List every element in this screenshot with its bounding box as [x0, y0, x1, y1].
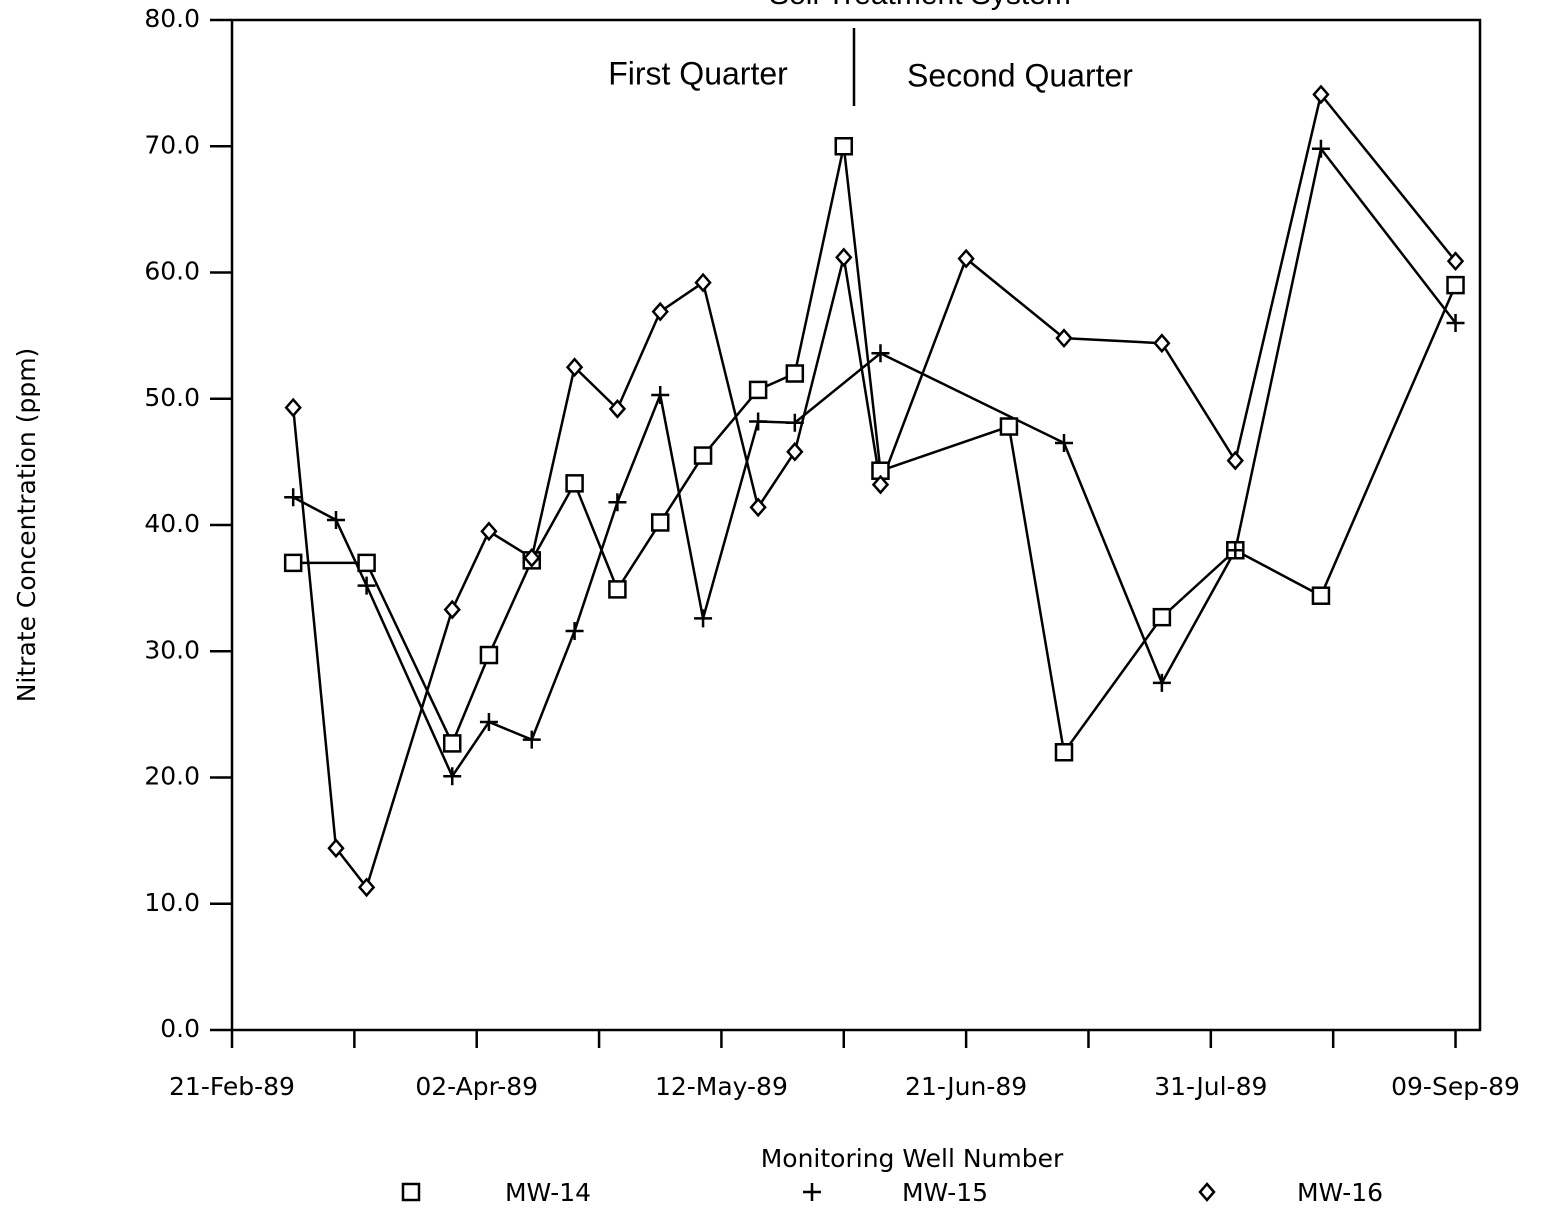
data-point [749, 497, 767, 518]
data-point [565, 474, 584, 493]
y-axis-label: Nitrate Concentration (ppm) [12, 348, 41, 703]
data-point [651, 385, 670, 404]
legend-marker [1198, 1182, 1216, 1202]
y-tick-label: 10.0 [144, 888, 200, 917]
x-tick-label: 21-Jun-89 [905, 1072, 1027, 1101]
data-point [693, 446, 713, 465]
data-point [694, 609, 713, 628]
annotation: First Quarter [608, 55, 788, 91]
y-tick-label: 40.0 [144, 509, 200, 538]
data-point [443, 767, 462, 786]
data-point [522, 730, 541, 749]
data-point [786, 441, 804, 462]
data-point [1226, 450, 1244, 471]
legend-label: MW-15 [902, 1178, 988, 1207]
x-tick-label: 31-Jul-89 [1154, 1072, 1267, 1101]
series-line [291, 91, 1457, 890]
data-point [748, 380, 768, 400]
data-point [608, 580, 627, 599]
data-point [284, 488, 303, 507]
data-point [357, 877, 376, 898]
data-point [871, 344, 890, 363]
data-point [608, 398, 627, 419]
data-point [565, 357, 584, 378]
data-point [1153, 333, 1171, 354]
data-point [1446, 251, 1465, 272]
data-point [871, 474, 890, 495]
legend-label: MW-16 [1297, 1178, 1383, 1207]
legend-marker [803, 1183, 821, 1201]
data-point [442, 734, 462, 753]
x-tick-label: 21-Feb-89 [169, 1072, 295, 1101]
data-point [479, 712, 498, 731]
data-point [834, 137, 854, 156]
chart-title: Soil Treatment System [769, 0, 1071, 11]
y-tick-label: 50.0 [144, 383, 200, 412]
data-point [523, 547, 541, 568]
x-tick-label: 02-Apr-89 [415, 1072, 538, 1101]
x-tick-label: 12-May-89 [655, 1072, 788, 1101]
data-point [835, 247, 853, 268]
data-point [650, 513, 670, 532]
data-point [1054, 743, 1074, 762]
data-point [651, 301, 669, 322]
y-tick-label: 60.0 [144, 257, 200, 286]
data-point [1055, 328, 1073, 349]
data-point [1312, 84, 1330, 105]
data-point [694, 272, 712, 293]
data-point [1226, 541, 1245, 560]
data-point [283, 553, 303, 573]
data-point [327, 510, 345, 529]
data-point [357, 553, 376, 573]
data-point [1152, 607, 1172, 627]
data-point [749, 412, 768, 431]
data-point [957, 248, 975, 269]
data-point [1446, 314, 1465, 332]
y-tick-label: 30.0 [144, 635, 200, 664]
data-point [1446, 275, 1465, 295]
data-point [785, 413, 804, 432]
annotation: Second Quarter [907, 57, 1133, 93]
y-tick-label: 70.0 [144, 130, 200, 159]
data-point [443, 599, 461, 620]
data-point [999, 417, 1019, 436]
data-point [357, 576, 376, 595]
legend-marker [401, 1182, 421, 1202]
data-point [480, 521, 498, 542]
data-point [327, 838, 345, 859]
series-line [292, 145, 1457, 779]
y-tick-label: 0.0 [160, 1014, 200, 1043]
data-point [284, 397, 302, 418]
data-point [1311, 586, 1331, 605]
x-tick-label: 09-Sep-89 [1391, 1072, 1520, 1101]
data-point [608, 493, 627, 512]
legend-label: MW-14 [505, 1178, 591, 1207]
data-point [1152, 673, 1171, 692]
data-point [1055, 433, 1073, 452]
x-axis-label: Monitoring Well Number [761, 1144, 1064, 1173]
data-point [565, 622, 584, 641]
data-point [785, 364, 805, 383]
plot-frame [230, 18, 1482, 1032]
y-tick-label: 20.0 [144, 762, 200, 791]
y-tick-label: 80.0 [144, 4, 200, 33]
data-point [479, 645, 499, 665]
data-point [1311, 139, 1330, 158]
